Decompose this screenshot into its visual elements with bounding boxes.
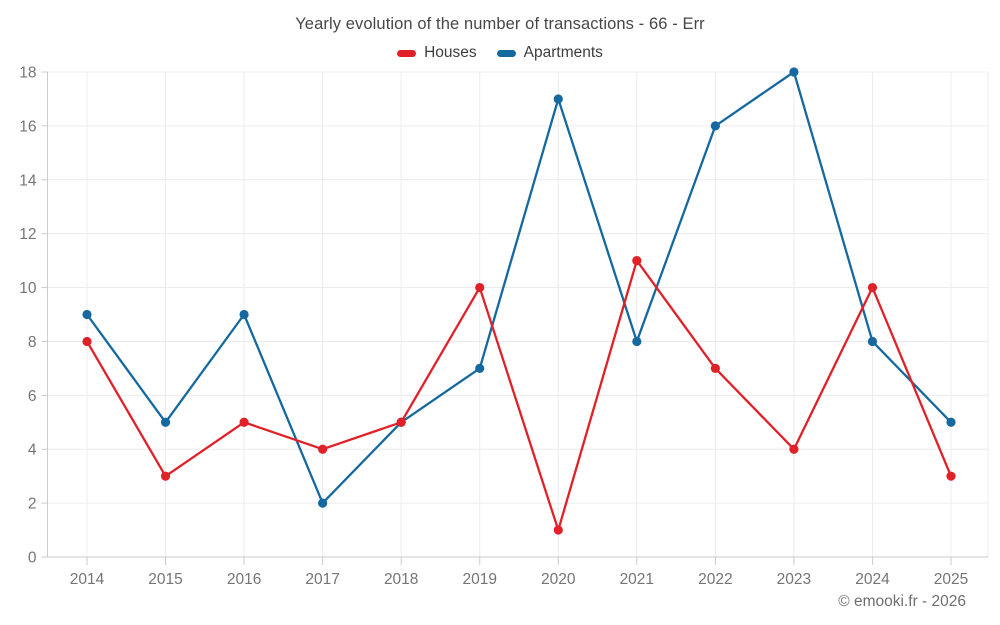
- svg-text:2014: 2014: [70, 571, 105, 588]
- apartments-data-point[interactable]: [710, 121, 720, 131]
- apartments-data-point[interactable]: [475, 363, 485, 373]
- legend-label-apartments: Apartments: [523, 44, 603, 61]
- svg-text:16: 16: [19, 118, 36, 135]
- apartments-data-point[interactable]: [632, 336, 642, 347]
- svg-text:2019: 2019: [462, 571, 496, 588]
- houses-data-point[interactable]: [946, 471, 956, 481]
- legend-label-houses: Houses: [424, 44, 477, 61]
- legend-item-apartments[interactable]: Apartments: [496, 44, 603, 62]
- svg-text:14: 14: [19, 172, 37, 189]
- y-axis-labels: 0 2 4 6 8 10 12 14 16 18: [19, 65, 37, 567]
- svg-text:12: 12: [19, 226, 36, 243]
- houses-data-point[interactable]: [82, 336, 92, 347]
- legend-item-houses[interactable]: Houses: [397, 44, 477, 62]
- apartments-data-point[interactable]: [946, 417, 956, 427]
- series-houses: [82, 256, 956, 535]
- houses-data-point[interactable]: [789, 444, 799, 454]
- houses-data-point[interactable]: [475, 282, 485, 293]
- svg-text:2025: 2025: [934, 571, 968, 588]
- svg-text:18: 18: [19, 65, 36, 82]
- houses-swatch-icon: [397, 49, 417, 57]
- axes: [41, 71, 988, 565]
- houses-data-point[interactable]: [632, 256, 642, 266]
- svg-text:10: 10: [19, 280, 37, 297]
- svg-text:2018: 2018: [384, 571, 418, 588]
- apartments-data-point[interactable]: [789, 67, 799, 77]
- svg-text:2021: 2021: [620, 571, 654, 588]
- houses-data-point[interactable]: [396, 417, 406, 427]
- apartments-data-point[interactable]: [160, 417, 171, 427]
- apartments-data-point[interactable]: [82, 309, 92, 320]
- svg-text:2016: 2016: [227, 571, 261, 588]
- svg-text:2024: 2024: [855, 571, 890, 588]
- svg-text:2015: 2015: [148, 571, 182, 588]
- svg-text:2017: 2017: [305, 571, 339, 588]
- svg-text:2020: 2020: [541, 571, 576, 588]
- houses-data-point[interactable]: [318, 444, 328, 454]
- houses-data-point[interactable]: [553, 525, 563, 535]
- houses-data-point[interactable]: [160, 471, 171, 481]
- houses-data-point[interactable]: [239, 417, 249, 427]
- chart-title: Yearly evolution of the number of transa…: [295, 15, 705, 33]
- svg-text:8: 8: [28, 334, 37, 351]
- svg-text:4: 4: [28, 442, 37, 459]
- apartments-data-point[interactable]: [318, 498, 328, 508]
- x-axis-labels: 2014 2015 2016 2017 2018 2019 2020 2021 2022 2023…: [70, 571, 968, 588]
- apartments-data-point[interactable]: [553, 94, 563, 104]
- svg-text:6: 6: [28, 388, 37, 405]
- svg-text:0: 0: [28, 550, 37, 567]
- apartments-data-point[interactable]: [867, 336, 878, 347]
- houses-line: [85, 259, 953, 532]
- svg-text:2: 2: [28, 496, 37, 513]
- chart-legend: Houses Apartments: [0, 44, 1000, 62]
- houses-data-point[interactable]: [710, 363, 720, 373]
- svg-text:2022: 2022: [698, 571, 732, 588]
- copyright-footer: © emooki.fr - 2026: [838, 593, 966, 610]
- gridlines: [47, 71, 989, 557]
- apartments-line: [85, 70, 953, 505]
- apartments-swatch-icon: [496, 49, 516, 57]
- houses-data-point[interactable]: [867, 282, 878, 293]
- apartments-data-point[interactable]: [239, 309, 249, 320]
- svg-text:2023: 2023: [777, 571, 811, 588]
